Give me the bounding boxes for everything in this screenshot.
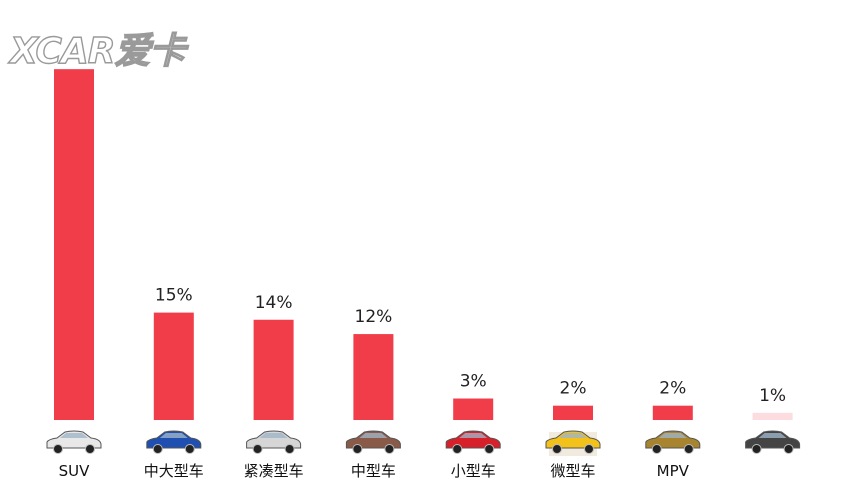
gold-mpv-icon (645, 430, 701, 454)
bar-1 (54, 69, 94, 420)
car-icons-group (46, 430, 801, 456)
category-labels-group: SUV 中大型车 紧凑型车 中型车 小型车 微型车 MPV (59, 462, 690, 480)
value-label: 3% (460, 372, 487, 392)
bar-6 (553, 405, 593, 420)
blue-sedan-icon (146, 430, 202, 454)
category-label: SUV (59, 462, 91, 480)
bar-8 (752, 412, 793, 420)
white-suv-icon (46, 430, 102, 454)
category-label: 中大型车 (144, 462, 204, 480)
bar-4 (353, 334, 394, 420)
value-label: 1% (759, 386, 786, 406)
bar-7 (652, 405, 693, 420)
value-label: 15% (155, 286, 193, 306)
category-label: 微型车 (550, 462, 595, 480)
bar-2 (153, 312, 194, 420)
bars-group (54, 69, 793, 420)
yellow-minicar-icon (545, 430, 601, 456)
category-label: MPV (657, 462, 690, 480)
value-label: 2% (560, 379, 587, 399)
bar-3 (253, 319, 294, 420)
value-label: 2% (659, 379, 686, 399)
value-labels-group: 15% 14% 12% 3% 2% 2% 1% (155, 286, 786, 406)
silver-sedan-icon (246, 430, 302, 454)
red-hatchback-icon (445, 430, 501, 454)
other-car-icon (745, 430, 801, 454)
bar-5 (453, 398, 494, 420)
category-label: 小型车 (451, 462, 496, 480)
brown-sedan-icon (345, 430, 401, 454)
category-label: 中型车 (351, 462, 396, 480)
value-label: 12% (355, 307, 393, 327)
value-label: 14% (255, 293, 293, 313)
category-label: 紧凑型车 (244, 462, 304, 480)
